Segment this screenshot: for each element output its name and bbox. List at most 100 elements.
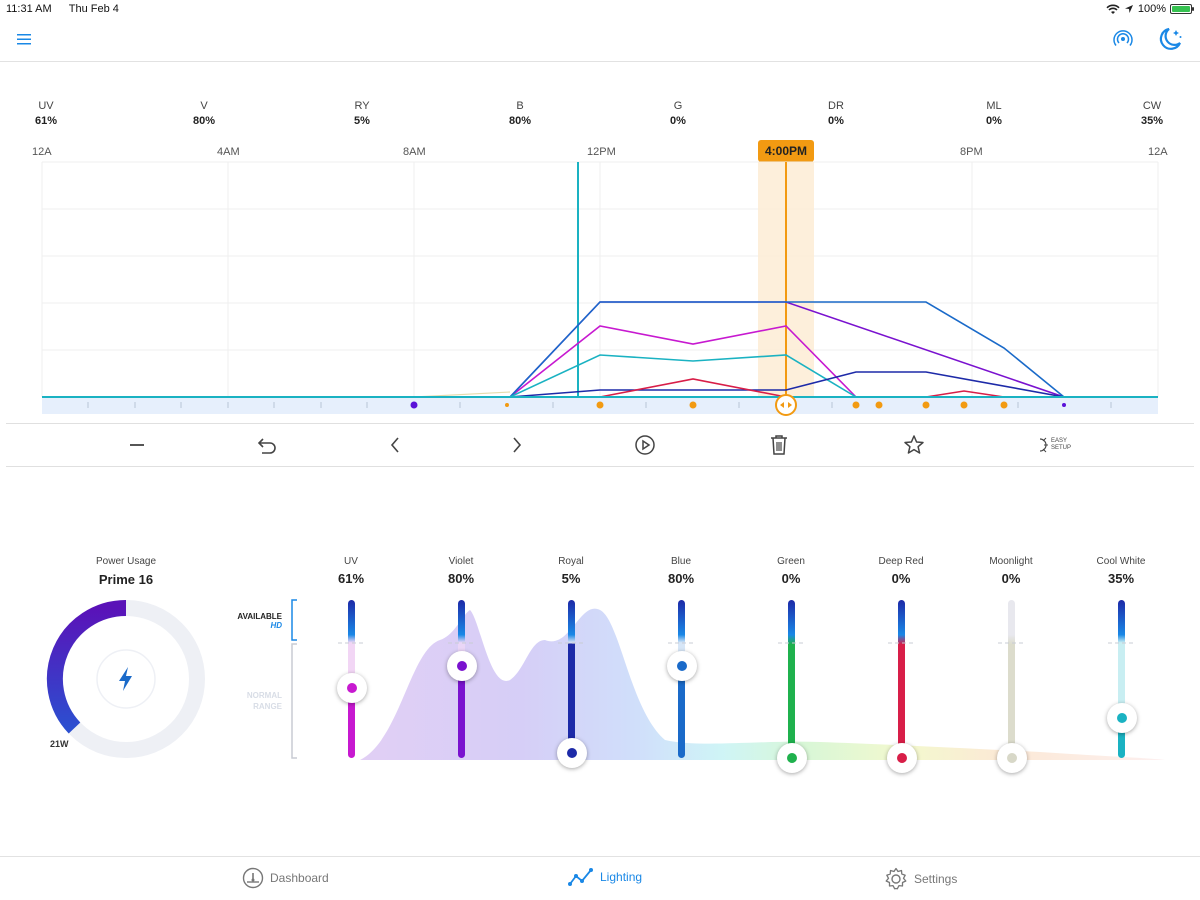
wireless-signal-icon[interactable] <box>1112 28 1134 50</box>
channel-value: 35% <box>1140 115 1164 127</box>
keyframe-dot <box>689 401 697 409</box>
previous-button[interactable] <box>380 430 410 460</box>
status-right: 100% <box>1106 3 1194 15</box>
slider-name: Green <box>777 556 805 567</box>
channel-code: DR <box>828 100 844 112</box>
series-deepred-line <box>42 378 1005 398</box>
keyframe-dot <box>410 401 418 409</box>
series-uv-line <box>42 325 1064 398</box>
power-watts: 21W <box>50 739 69 749</box>
slider-value: 61% <box>337 571 365 586</box>
time-label-12a: 12A <box>32 146 52 158</box>
easy-setup-button[interactable]: EASY SETUP <box>1032 430 1074 460</box>
chevron-left-icon <box>390 437 399 453</box>
channel-dr: DR 0% <box>806 100 866 127</box>
moonlight-slider-track[interactable] <box>1008 600 1015 758</box>
delete-button[interactable] <box>764 430 794 460</box>
keyframe-dot <box>852 401 860 409</box>
slider-uv: UV 61% <box>301 556 401 586</box>
uv-slider-knob[interactable] <box>337 673 367 703</box>
next-button[interactable] <box>502 430 532 460</box>
status-date: Thu Feb 4 <box>68 3 119 15</box>
moon-night-mode-icon[interactable] <box>1156 26 1184 52</box>
power-gauge <box>46 599 205 758</box>
green-slider-knob[interactable] <box>777 743 807 773</box>
time-label-8am: 8AM <box>403 146 426 158</box>
violet-slider-knob[interactable] <box>447 651 477 681</box>
moonlight-slider-knob[interactable] <box>997 743 1027 773</box>
schedule-chart[interactable] <box>0 160 1200 420</box>
deep-red-slider-track[interactable] <box>898 600 905 758</box>
slider-deep-red: Deep Red 0% <box>851 556 951 586</box>
series-blue-line <box>42 301 1065 398</box>
channel-code: ML <box>986 100 1002 112</box>
channel-code: B <box>516 100 524 112</box>
channel-code: V <box>200 100 208 112</box>
keyframe-ticks <box>87 402 1112 408</box>
location-icon <box>1124 5 1133 13</box>
keyframe-dot <box>960 401 968 409</box>
slider-value: 35% <box>1107 571 1135 586</box>
nav-lighting[interactable]: Lighting <box>568 867 642 887</box>
range-brackets <box>291 599 297 759</box>
status-left: 11:31 AM Thu Feb 4 <box>6 3 119 15</box>
hd-threshold-marks <box>338 642 1136 644</box>
available-label: AVAILABLE <box>237 612 282 621</box>
current-time-marker-label[interactable]: 4:00PM <box>758 140 814 162</box>
slider-value: 0% <box>891 571 911 586</box>
favorite-button[interactable] <box>899 430 929 460</box>
normal-range-line1: NORMAL <box>246 691 282 700</box>
slider-name: Cool White <box>1096 556 1146 567</box>
play-button[interactable] <box>630 430 660 460</box>
toolbar-bottom-divider <box>6 466 1194 467</box>
normal-range-line2: RANGE <box>253 702 282 711</box>
channel-code: CW <box>1142 100 1162 112</box>
chevron-right-icon <box>513 437 522 453</box>
cool-white-slider-track[interactable] <box>1118 600 1125 758</box>
cool-white-slider-knob[interactable] <box>1107 703 1137 733</box>
toolbar-top-divider <box>6 423 1194 424</box>
trash-icon <box>771 435 787 455</box>
green-slider-track[interactable] <box>788 600 795 758</box>
slider-name: Moonlight <box>989 556 1033 567</box>
nav-lighting-label: Lighting <box>600 870 643 884</box>
channel-value: 0% <box>986 115 1002 127</box>
easy-setup-label: EASY SETUP <box>1051 438 1071 452</box>
channel-value: 0% <box>828 115 844 127</box>
undo-button[interactable] <box>252 430 282 460</box>
wifi-icon <box>1106 4 1120 14</box>
slider-value: 80% <box>667 571 695 586</box>
royal-slider-track[interactable] <box>568 600 575 758</box>
slider-value: 5% <box>561 571 581 586</box>
time-label-4am: 4AM <box>217 146 240 158</box>
nav-dashboard[interactable]: Dashboard <box>242 867 329 889</box>
slider-green: Green 0% <box>741 556 841 586</box>
gauge-fill <box>46 599 127 734</box>
keyframe-dot <box>1000 401 1008 409</box>
minus-icon <box>130 444 144 446</box>
series-coolwhite-line <box>42 354 1064 398</box>
time-label-12pm: 12PM <box>587 146 616 158</box>
royal-slider-knob[interactable] <box>557 738 587 768</box>
keyframe-dot <box>596 401 604 409</box>
blue-slider-knob[interactable] <box>667 651 697 681</box>
deep-red-slider-knob[interactable] <box>887 743 917 773</box>
channel-value: 0% <box>670 115 686 127</box>
chart-grid <box>41 161 1159 397</box>
dashboard-gauge-icon <box>242 867 264 889</box>
easy-setup-label-line1: EASY <box>1050 438 1067 444</box>
nav-dashboard-label: Dashboard <box>270 871 329 885</box>
nav-settings[interactable]: Settings <box>884 867 957 891</box>
menu-icon[interactable] <box>16 32 32 46</box>
channel-ry: RY 5% <box>332 100 392 127</box>
status-time: 11:31 AM <box>6 3 52 15</box>
channel-uv: UV 61% <box>16 100 76 127</box>
channel-value: 80% <box>508 115 532 127</box>
slider-value: 0% <box>1001 571 1021 586</box>
lightning-icon <box>119 667 132 691</box>
keyframe-dot <box>875 401 883 409</box>
remove-button[interactable] <box>122 430 152 460</box>
battery-percent: 100% <box>1137 3 1166 15</box>
battery-icon <box>1170 4 1194 14</box>
time-label-12a-end: 12A <box>1148 146 1168 158</box>
